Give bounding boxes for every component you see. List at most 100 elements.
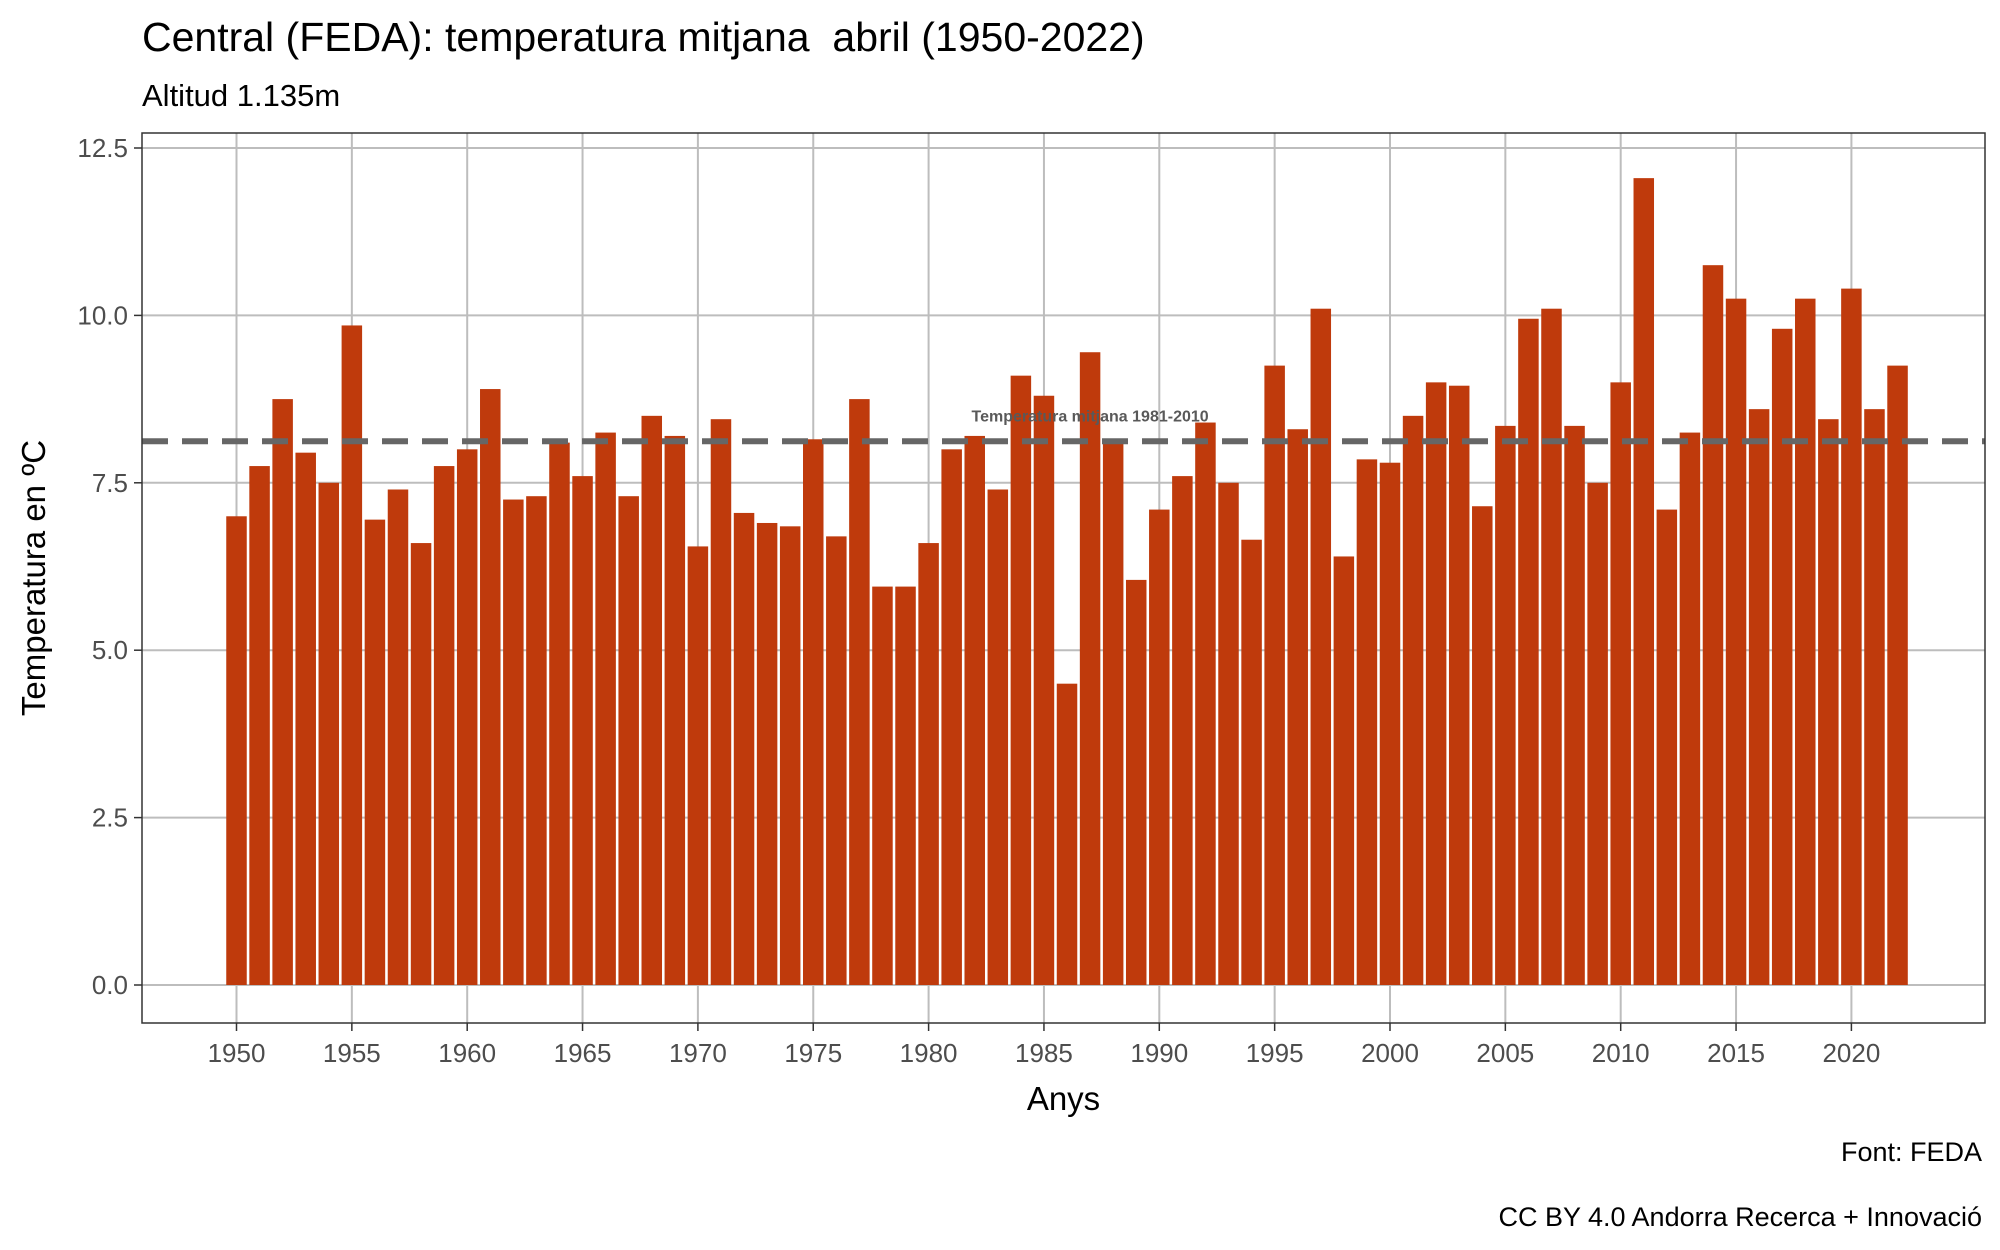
bar-1959 [433, 466, 455, 985]
bar-1983 [987, 489, 1009, 985]
chart-subtitle: Altitud 1.135m [142, 78, 341, 113]
bar-1965 [572, 476, 593, 985]
bar-1961 [480, 389, 501, 985]
bar-1985 [1033, 395, 1055, 985]
bar-2003 [1448, 385, 1470, 985]
bar-2011 [1633, 178, 1655, 985]
x-tick-label: 1990 [1130, 1038, 1188, 1068]
x-axis-title: Anys [1027, 1080, 1100, 1117]
x-tick-label: 2005 [1476, 1038, 1534, 1068]
bar-1990 [1149, 509, 1170, 985]
bar-1996 [1287, 429, 1308, 985]
x-tick-label: 1960 [438, 1038, 496, 1068]
bar-1987 [1079, 352, 1101, 985]
bar-1976 [826, 536, 847, 985]
bar-1958 [410, 543, 432, 985]
bar-2015 [1725, 298, 1747, 985]
bar-2020 [1841, 288, 1862, 986]
bar-1984 [1010, 375, 1032, 985]
axis-ticks: 0.0 2.5 5.0 7.5 10.0 12.5 1950 1955 1960 1965 1970… [77, 133, 1880, 1068]
bar-1998 [1333, 556, 1355, 985]
bar-1986 [1056, 683, 1078, 985]
bar-1968 [641, 415, 663, 986]
bar-2005 [1495, 425, 1516, 985]
bar-1997 [1310, 308, 1332, 986]
bar-2019 [1818, 419, 1839, 985]
bar-1999 [1356, 459, 1378, 985]
y-tick-label: 10.0 [77, 300, 128, 330]
bar-1991 [1172, 476, 1193, 985]
bar-1963 [526, 496, 547, 985]
reference-line-group: Temperatura mitjana 1981-2010 [142, 408, 1985, 445]
bar-1995 [1264, 365, 1285, 985]
bar-1977 [849, 399, 870, 986]
bar-2010 [1610, 382, 1631, 985]
bar-2001 [1402, 415, 1424, 986]
reference-line-label: Temperatura mitjana 1981-2010 [972, 408, 1209, 425]
y-tick-label: 5.0 [92, 635, 128, 665]
caption-license: CC BY 4.0 Andorra Recerca + Innovació [1498, 1202, 1982, 1232]
bar-1952 [272, 399, 293, 986]
x-tick-label: 2020 [1822, 1038, 1880, 1068]
bar-1969 [664, 435, 686, 986]
x-tick-label: 2000 [1361, 1038, 1419, 1068]
y-tick-label: 2.5 [92, 803, 128, 833]
bar-1975 [803, 439, 824, 985]
x-tick-label: 1955 [323, 1038, 381, 1068]
bar-2007 [1541, 308, 1562, 986]
y-tick-label: 7.5 [92, 468, 128, 498]
x-tick-label: 2015 [1707, 1038, 1765, 1068]
bar-1982 [964, 435, 985, 986]
caption-source: Font: FEDA [1840, 1137, 1982, 1167]
bar-2013 [1679, 432, 1701, 986]
bar-1954 [318, 482, 340, 985]
bar-1962 [503, 499, 524, 985]
bar-1978 [872, 586, 893, 985]
x-tick-label: 1995 [1246, 1038, 1304, 1068]
bar-2022 [1887, 365, 1908, 985]
bar-1957 [387, 489, 409, 985]
panel-border [141, 132, 1986, 1024]
bar-1953 [295, 452, 316, 986]
bar-2002 [1425, 382, 1447, 985]
x-tick-label: 1975 [784, 1038, 842, 1068]
y-tick-label: 12.5 [77, 133, 128, 163]
bar-1950 [226, 516, 247, 985]
bar-1992 [1195, 422, 1216, 985]
bar-2012 [1656, 509, 1678, 985]
bar-1955 [341, 325, 363, 986]
bar-1960 [456, 449, 478, 985]
bar-1980 [918, 543, 939, 985]
chart-title: Central (FEDA): temperatura mitjana abri… [142, 14, 1145, 60]
bar-1971 [710, 419, 732, 985]
bar-1993 [1218, 482, 1239, 985]
bar-1988 [1102, 442, 1124, 985]
bar-1972 [733, 512, 755, 985]
bar-1964 [549, 442, 570, 985]
bars [226, 178, 1908, 986]
bar-1951 [249, 466, 270, 985]
bar-1994 [1241, 539, 1262, 985]
x-tick-label: 2010 [1592, 1038, 1650, 1068]
y-axis-title: Temperatura en ºC [15, 440, 52, 716]
bar-2021 [1864, 409, 1885, 985]
bar-1989 [1125, 579, 1147, 985]
x-tick-label: 1980 [900, 1038, 958, 1068]
bar-2017 [1771, 328, 1793, 985]
bar-1966 [595, 432, 616, 986]
x-tick-label: 1965 [554, 1038, 612, 1068]
bar-2008 [1564, 425, 1585, 985]
bar-2016 [1748, 409, 1770, 985]
bar-2004 [1472, 506, 1493, 985]
x-tick-label: 1970 [669, 1038, 727, 1068]
bar-1981 [941, 449, 962, 985]
bar-1974 [779, 526, 801, 985]
bar-2018 [1795, 298, 1816, 985]
bar-1973 [756, 522, 778, 985]
bar-1970 [687, 546, 709, 985]
x-tick-label: 1950 [208, 1038, 266, 1068]
bar-2006 [1518, 318, 1539, 985]
x-tick-label: 1985 [1015, 1038, 1073, 1068]
bar-2000 [1379, 462, 1401, 985]
